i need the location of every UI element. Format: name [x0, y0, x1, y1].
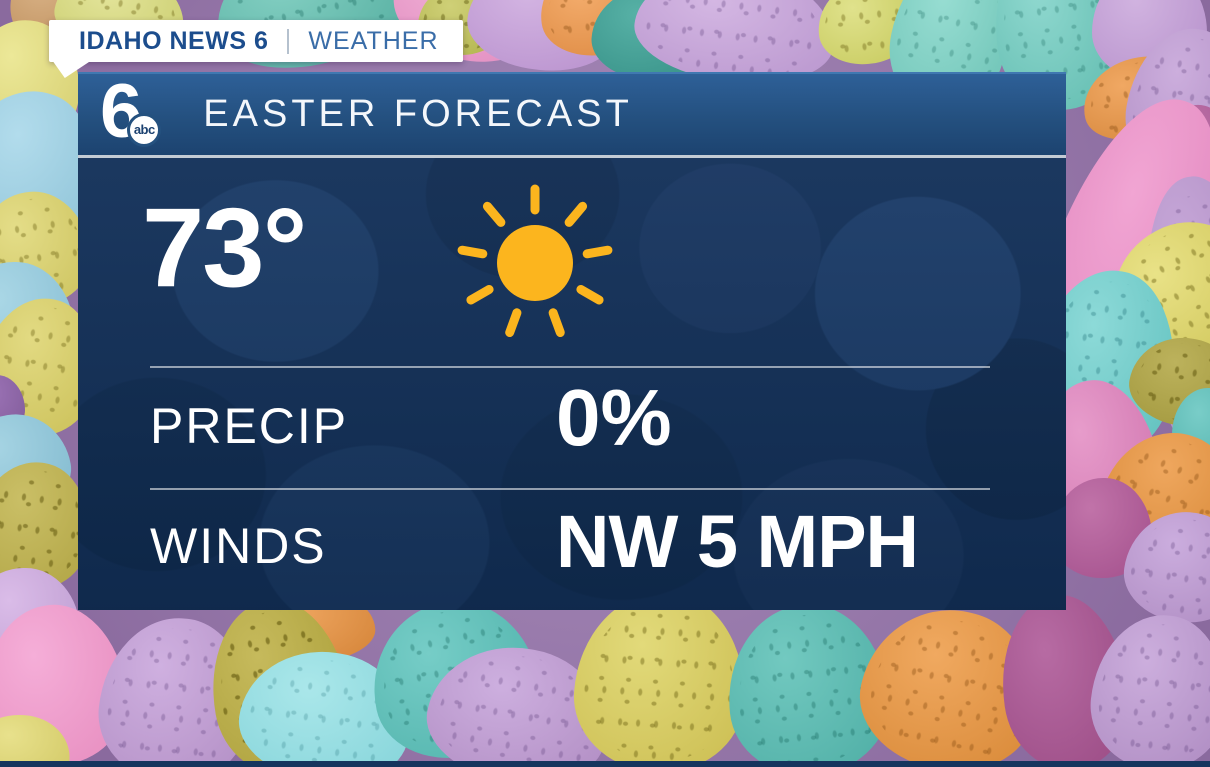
panel-title: EASTER FORECAST [203, 93, 633, 135]
station-department-label: WEATHER [308, 26, 439, 55]
divider-line [150, 488, 990, 490]
station-bug: IDAHO NEWS 6 WEATHER [49, 20, 463, 78]
divider-line [150, 366, 990, 368]
easter-egg [568, 586, 752, 767]
precip-value: 0% [556, 373, 672, 462]
bottom-bar [0, 761, 1210, 767]
forecast-panel: 6 abc EASTER FORECAST 73° [78, 72, 1066, 613]
station-bug-divider [287, 28, 290, 54]
station-name: IDAHO NEWS 6 [79, 26, 269, 55]
abc-network-logo: abc [127, 112, 162, 147]
winds-value: NW 5 MPH [556, 500, 919, 583]
forecast-panel-body: 73° PRECIP 0% WINDS NW [78, 158, 1066, 610]
forecast-panel-header: 6 abc EASTER FORECAST [78, 72, 1066, 158]
sun-icon [457, 184, 613, 337]
temperature-value: 73° [142, 185, 307, 310]
precip-label: PRECIP [150, 398, 349, 454]
station-logo: 6 abc [100, 73, 162, 153]
winds-label: WINDS [150, 518, 327, 574]
